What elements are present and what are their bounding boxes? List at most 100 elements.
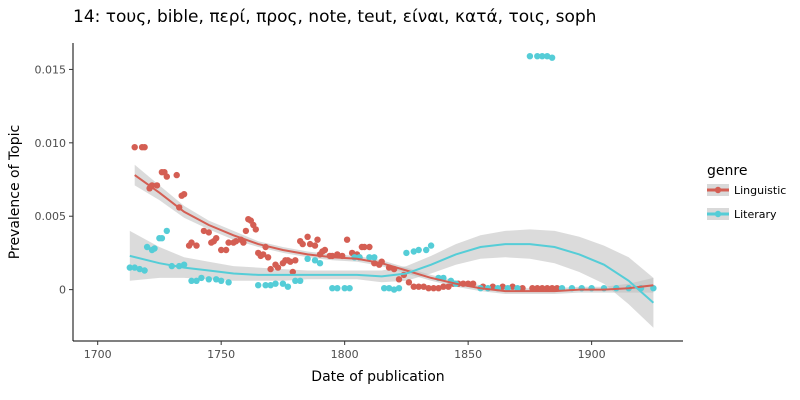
linguistic-point-50: [306, 240, 314, 248]
linguistic-point-55: [321, 246, 329, 254]
linguistic-legend-label: Linguistic: [734, 184, 786, 197]
linguistic-point-15: [193, 242, 200, 249]
linguistic-point-65: [361, 243, 368, 251]
linguistic-point-79: [430, 285, 437, 292]
linguistic-point-91: [509, 283, 516, 290]
literary-point-15: [198, 274, 205, 282]
confidence-bands: [129, 164, 654, 328]
literary-point-41: [390, 286, 398, 293]
literary-point-6: [151, 245, 158, 252]
literary-point-37: [366, 254, 373, 261]
literary-confidence-band: [129, 229, 654, 328]
x-tick-label-1850: 1850: [454, 348, 482, 361]
legend: genre Linguistic Literary: [707, 163, 786, 221]
literary-point-40: [385, 285, 393, 292]
literary-point-58: [534, 53, 541, 60]
linguistic-point-72: [395, 276, 403, 283]
linguistic-point-89: [489, 283, 496, 290]
literary-point-34: [346, 285, 353, 292]
linguistic-point-16: [200, 227, 208, 235]
literary-point-13: [188, 277, 195, 284]
linguistic-point-66: [366, 243, 373, 251]
linguistic-point-23: [225, 239, 232, 246]
linguistic-point-77: [420, 283, 427, 290]
literary-point-22: [267, 282, 274, 289]
y-axis-title: Prevalence of Topic: [7, 125, 23, 259]
x-tick-label-1800: 1800: [331, 348, 359, 361]
literary-point-32: [334, 285, 341, 292]
literary-point-21: [262, 282, 269, 289]
linguistic-point-2: [141, 144, 148, 151]
linguistic-point-78: [425, 285, 432, 292]
linguistic-point-49: [304, 233, 311, 240]
y-tick-label-3: 0.015: [35, 63, 67, 76]
literary-point-61: [548, 54, 556, 61]
linguistic-point-21: [218, 246, 225, 254]
literary-point-23: [272, 280, 279, 287]
linguistic-point-97: [548, 285, 556, 292]
literary-point-70: [650, 285, 657, 292]
linguistic-point-44: [287, 258, 294, 265]
linguistic-point-35: [260, 251, 267, 258]
linguistic-point-92: [519, 285, 526, 292]
x-tick-label-1900: 1900: [578, 348, 606, 361]
linguistic-point-74: [405, 279, 413, 286]
literary-point-55: [504, 285, 511, 292]
literary-point-43: [403, 249, 410, 257]
literary-point-33: [341, 285, 348, 292]
literary-point-8: [158, 235, 166, 242]
literary-point-45: [415, 246, 422, 254]
literary-point-1: [131, 264, 138, 271]
linguistic-point-90: [499, 283, 506, 290]
literary-point-31: [329, 285, 336, 292]
linguistic-point-82: [445, 283, 452, 290]
linguistic-point-17: [205, 229, 212, 236]
linguistic-point-93: [529, 285, 536, 292]
linguistic-point-9: [173, 171, 180, 179]
linguistic-point-51: [311, 242, 319, 249]
linguistic-point-20: [213, 235, 220, 242]
literary-point-29: [311, 257, 319, 264]
linguistic-point-81: [440, 283, 447, 290]
y-tick-label-2: 0.010: [35, 137, 67, 150]
linguistic-point-52: [314, 236, 321, 243]
literary-point-60: [544, 53, 551, 60]
linguistic-point-98: [553, 285, 561, 292]
linguistic-point-94: [534, 285, 541, 292]
literary-legend-key-point: [714, 210, 722, 218]
literary-point-59: [539, 53, 546, 60]
y-tick-label-1: 0.005: [35, 210, 67, 223]
literary-point-44: [410, 248, 417, 255]
literary-point-3: [141, 267, 148, 274]
linguistic-point-8: [163, 173, 170, 180]
literary-point-20: [255, 282, 262, 289]
x-axis-title: Date of publication: [311, 369, 444, 385]
linguistic-point-22: [222, 246, 230, 254]
linguistic-point-75: [410, 283, 417, 290]
literary-legend-label: Literary: [734, 208, 777, 221]
literary-point-26: [292, 277, 299, 284]
literary-point-38: [371, 254, 378, 261]
linguistic-point-5: [153, 182, 161, 189]
linguistic-point-28: [242, 227, 250, 235]
literary-point-57: [526, 53, 534, 60]
linguistic-point-40: [274, 264, 282, 271]
y-tick-label-0: 0: [59, 284, 66, 297]
linguistic-point-87: [469, 280, 477, 287]
linguistic-point-25: [232, 238, 240, 245]
literary-point-24: [279, 280, 287, 287]
linguistic-point-48: [299, 240, 306, 248]
linguistic-point-38: [267, 265, 274, 273]
literary-point-0: [126, 264, 133, 271]
linguistic-point-60: [343, 236, 351, 243]
linguistic-point-76: [415, 283, 422, 290]
literary-point-14: [193, 277, 200, 284]
literary-point-39: [381, 285, 388, 292]
linguistic-point-58: [334, 251, 341, 258]
linguistic-legend-key-point: [714, 186, 722, 194]
linguistic-point-27: [240, 239, 247, 246]
linguistic-point-46: [292, 257, 299, 264]
literary-point-25: [284, 283, 292, 290]
literary-point-17: [213, 276, 220, 283]
